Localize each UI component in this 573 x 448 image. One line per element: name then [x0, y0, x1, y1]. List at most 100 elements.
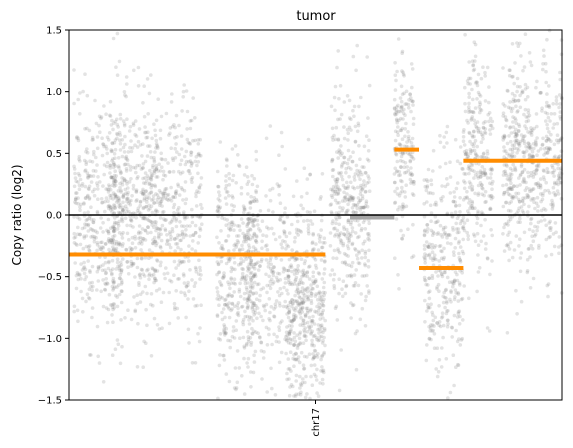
data-point [403, 161, 408, 165]
data-point [277, 193, 282, 197]
data-point [232, 277, 237, 282]
data-point [252, 301, 256, 306]
data-point [121, 257, 125, 261]
data-point [467, 107, 471, 112]
data-point [411, 179, 416, 184]
data-point [511, 99, 515, 104]
data-point [319, 258, 324, 262]
data-point [282, 231, 287, 236]
data-point [106, 307, 111, 312]
data-point [113, 220, 117, 225]
data-point [300, 297, 304, 302]
data-point [475, 216, 480, 221]
data-point [480, 183, 484, 187]
data-point [286, 244, 291, 249]
data-point [115, 136, 119, 141]
data-point [466, 154, 471, 159]
data-point [188, 126, 193, 131]
data-point [470, 163, 474, 168]
data-point [522, 167, 527, 172]
data-point [403, 113, 407, 117]
data-point [522, 176, 526, 181]
data-point [483, 119, 488, 124]
data-point [77, 157, 81, 162]
data-point [462, 179, 466, 183]
data-point [298, 306, 303, 311]
data-point [85, 194, 90, 199]
data-point [292, 335, 297, 340]
data-point [108, 163, 112, 168]
data-point [174, 191, 178, 196]
data-point [432, 346, 437, 351]
data-point [350, 229, 355, 234]
data-point [231, 325, 236, 329]
data-point [82, 234, 86, 238]
data-point [87, 287, 92, 292]
data-point [100, 245, 105, 249]
data-point [228, 345, 232, 350]
data-point [252, 303, 257, 308]
data-point [507, 247, 512, 251]
data-point [524, 180, 528, 185]
data-point [353, 211, 358, 215]
data-point [84, 162, 88, 166]
data-point [549, 252, 554, 257]
data-point [163, 276, 167, 281]
data-point [100, 153, 105, 158]
data-point [507, 73, 512, 78]
data-point [524, 126, 529, 131]
data-point [248, 200, 252, 204]
data-point [302, 166, 307, 170]
data-point [367, 138, 371, 142]
data-point [77, 272, 82, 277]
data-point [122, 192, 126, 197]
data-point [190, 175, 195, 180]
data-point [82, 158, 87, 163]
data-point [272, 314, 276, 319]
data-point [260, 239, 264, 244]
data-point [426, 302, 430, 307]
data-point [396, 133, 400, 137]
data-point [310, 329, 315, 334]
data-point [547, 84, 551, 88]
data-point [305, 310, 310, 315]
data-point [193, 304, 197, 308]
data-point [107, 188, 111, 192]
data-point [318, 298, 323, 302]
data-point [507, 154, 511, 158]
data-point [403, 127, 408, 131]
data-point [74, 136, 79, 140]
data-point [491, 179, 495, 184]
data-point [252, 274, 256, 278]
data-point [299, 300, 304, 305]
data-point [309, 307, 313, 312]
data-point [539, 147, 543, 151]
data-point [141, 189, 145, 194]
data-point [128, 124, 133, 129]
data-point [149, 175, 153, 180]
data-point [452, 195, 457, 199]
data-point [104, 277, 108, 281]
data-point [454, 227, 459, 231]
data-point [124, 191, 128, 196]
data-point [151, 165, 155, 170]
data-point [251, 220, 255, 224]
data-point [548, 226, 552, 230]
data-point [505, 189, 509, 194]
data-point [114, 179, 118, 184]
data-point [105, 164, 109, 169]
data-point [505, 151, 509, 156]
data-point [227, 292, 232, 297]
data-point [290, 269, 294, 274]
data-point [117, 201, 121, 206]
data-point [411, 193, 416, 197]
data-point [521, 180, 525, 184]
data-point [365, 181, 369, 185]
data-point [87, 197, 92, 201]
data-point [334, 256, 339, 261]
data-point [154, 138, 159, 143]
data-point [103, 288, 108, 292]
data-point [467, 110, 471, 114]
data-point [501, 135, 505, 139]
data-point [117, 165, 121, 170]
